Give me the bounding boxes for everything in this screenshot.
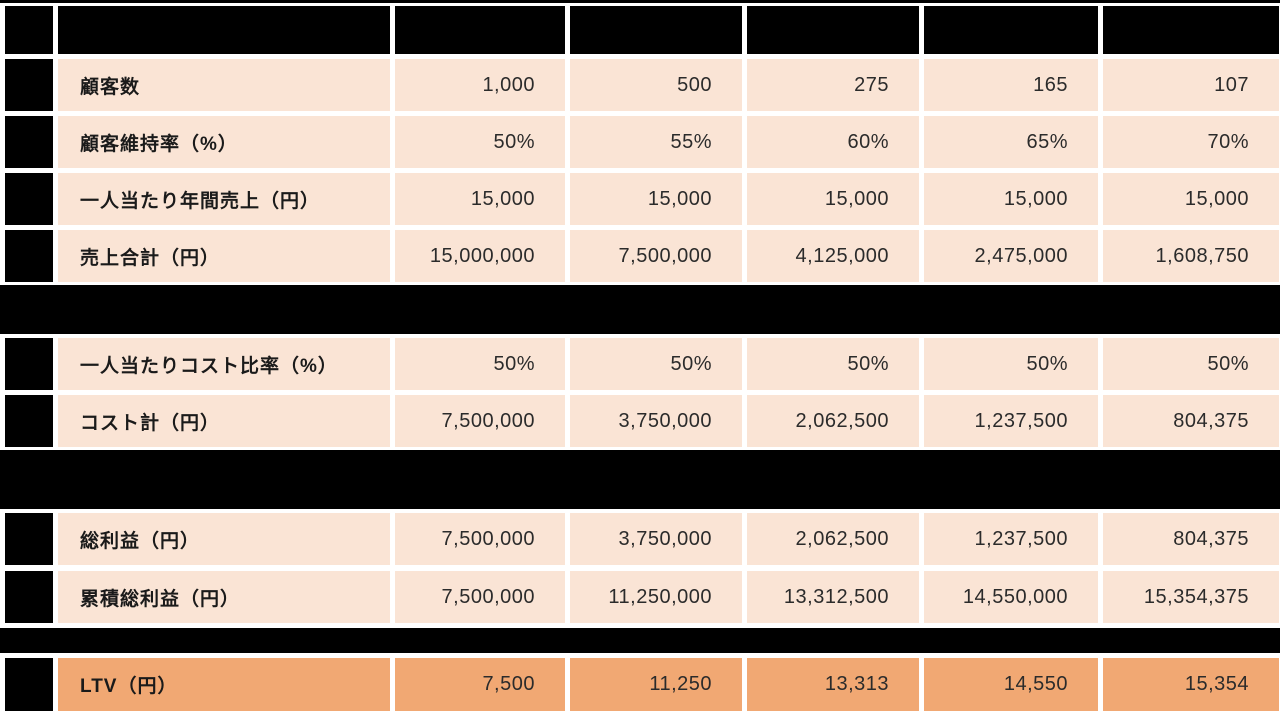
row-index-cell-redacted <box>5 116 53 168</box>
row-index-cell-redacted <box>5 571 53 623</box>
header-row <box>5 6 1280 54</box>
cell-value: 2,062,500 <box>747 513 919 565</box>
cell-value: 15,000 <box>1103 173 1279 225</box>
table-row-cumulative-gross-profit: 累積総利益（円） 7,500,000 11,250,000 13,312,500… <box>5 571 1280 623</box>
cell-value: 15,000 <box>924 173 1098 225</box>
cell-value: 7,500,000 <box>395 513 565 565</box>
cell-value: 50% <box>395 338 565 390</box>
row-label: 売上合計（円） <box>58 230 390 282</box>
table-row-total-cost: コスト計（円） 7,500,000 3,750,000 2,062,500 1,… <box>5 395 1280 447</box>
header-year5-cell-redacted <box>1103 6 1279 54</box>
row-index-cell-redacted <box>5 59 53 111</box>
row-index-cell-redacted <box>5 513 53 565</box>
cell-value: 70% <box>1103 116 1279 168</box>
header-year2-cell-redacted <box>570 6 742 54</box>
section-divider-redacted <box>0 450 1280 509</box>
row-index-cell-redacted <box>5 658 53 711</box>
row-label: LTV（円） <box>58 658 390 711</box>
cell-value: 11,250,000 <box>570 571 742 623</box>
row-label: コスト計（円） <box>58 395 390 447</box>
row-label: 顧客数 <box>58 59 390 111</box>
section-divider-redacted <box>0 285 1280 334</box>
cell-value: 7,500,000 <box>395 395 565 447</box>
cell-value: 11,250 <box>570 658 742 711</box>
section-divider-redacted <box>0 628 1280 653</box>
cell-value: 2,475,000 <box>924 230 1098 282</box>
cell-value: 804,375 <box>1103 395 1279 447</box>
cell-value: 50% <box>395 116 565 168</box>
row-index-cell-redacted <box>5 395 53 447</box>
table-row-cost-ratio: 一人当たりコスト比率（%） 50% 50% 50% 50% 50% <box>5 338 1280 390</box>
table-row-annual-sales-per-customer: 一人当たり年間売上（円） 15,000 15,000 15,000 15,000… <box>5 173 1280 225</box>
cell-value: 50% <box>570 338 742 390</box>
row-label: 顧客維持率（%） <box>58 116 390 168</box>
cell-value: 1,608,750 <box>1103 230 1279 282</box>
cell-value: 15,000 <box>395 173 565 225</box>
cell-value: 7,500 <box>395 658 565 711</box>
cell-value: 15,000 <box>747 173 919 225</box>
cell-value: 3,750,000 <box>570 395 742 447</box>
cell-value: 1,237,500 <box>924 395 1098 447</box>
row-label: 一人当たり年間売上（円） <box>58 173 390 225</box>
cell-value: 60% <box>747 116 919 168</box>
table-row-gross-profit: 総利益（円） 7,500,000 3,750,000 2,062,500 1,2… <box>5 513 1280 565</box>
row-index-cell-redacted <box>5 338 53 390</box>
row-index-cell-redacted <box>5 230 53 282</box>
cell-value: 65% <box>924 116 1098 168</box>
header-year1-cell-redacted <box>395 6 565 54</box>
cell-value: 15,354 <box>1103 658 1279 711</box>
table-row-customers: 顧客数 1,000 500 275 165 107 <box>5 59 1280 111</box>
row-label: 一人当たりコスト比率（%） <box>58 338 390 390</box>
cell-value: 3,750,000 <box>570 513 742 565</box>
cell-value: 15,354,375 <box>1103 571 1279 623</box>
cell-value: 2,062,500 <box>747 395 919 447</box>
cell-value: 50% <box>924 338 1098 390</box>
row-label: 総利益（円） <box>58 513 390 565</box>
cell-value: 14,550 <box>924 658 1098 711</box>
cell-value: 165 <box>924 59 1098 111</box>
cell-value: 1,237,500 <box>924 513 1098 565</box>
table-row-total-sales: 売上合計（円） 15,000,000 7,500,000 4,125,000 2… <box>5 230 1280 282</box>
row-label: 累積総利益（円） <box>58 571 390 623</box>
table-row-ltv: LTV（円） 7,500 11,250 13,313 14,550 15,354 <box>5 658 1280 711</box>
cell-value: 50% <box>747 338 919 390</box>
header-year3-cell-redacted <box>747 6 919 54</box>
cell-value: 275 <box>747 59 919 111</box>
header-year4-cell-redacted <box>924 6 1098 54</box>
row-index-cell-redacted <box>5 173 53 225</box>
cell-value: 13,312,500 <box>747 571 919 623</box>
cell-value: 15,000 <box>570 173 742 225</box>
table-row-retention-rate: 顧客維持率（%） 50% 55% 60% 65% 70% <box>5 116 1280 168</box>
cell-value: 107 <box>1103 59 1279 111</box>
cell-value: 15,000,000 <box>395 230 565 282</box>
cell-value: 50% <box>1103 338 1279 390</box>
cell-value: 7,500,000 <box>570 230 742 282</box>
cell-value: 804,375 <box>1103 513 1279 565</box>
table-top-border <box>0 0 1280 3</box>
cell-value: 7,500,000 <box>395 571 565 623</box>
header-corner-cell-redacted <box>5 6 53 54</box>
cell-value: 55% <box>570 116 742 168</box>
header-label-cell-redacted <box>58 6 390 54</box>
cell-value: 4,125,000 <box>747 230 919 282</box>
cell-value: 1,000 <box>395 59 565 111</box>
cell-value: 500 <box>570 59 742 111</box>
cell-value: 14,550,000 <box>924 571 1098 623</box>
cell-value: 13,313 <box>747 658 919 711</box>
